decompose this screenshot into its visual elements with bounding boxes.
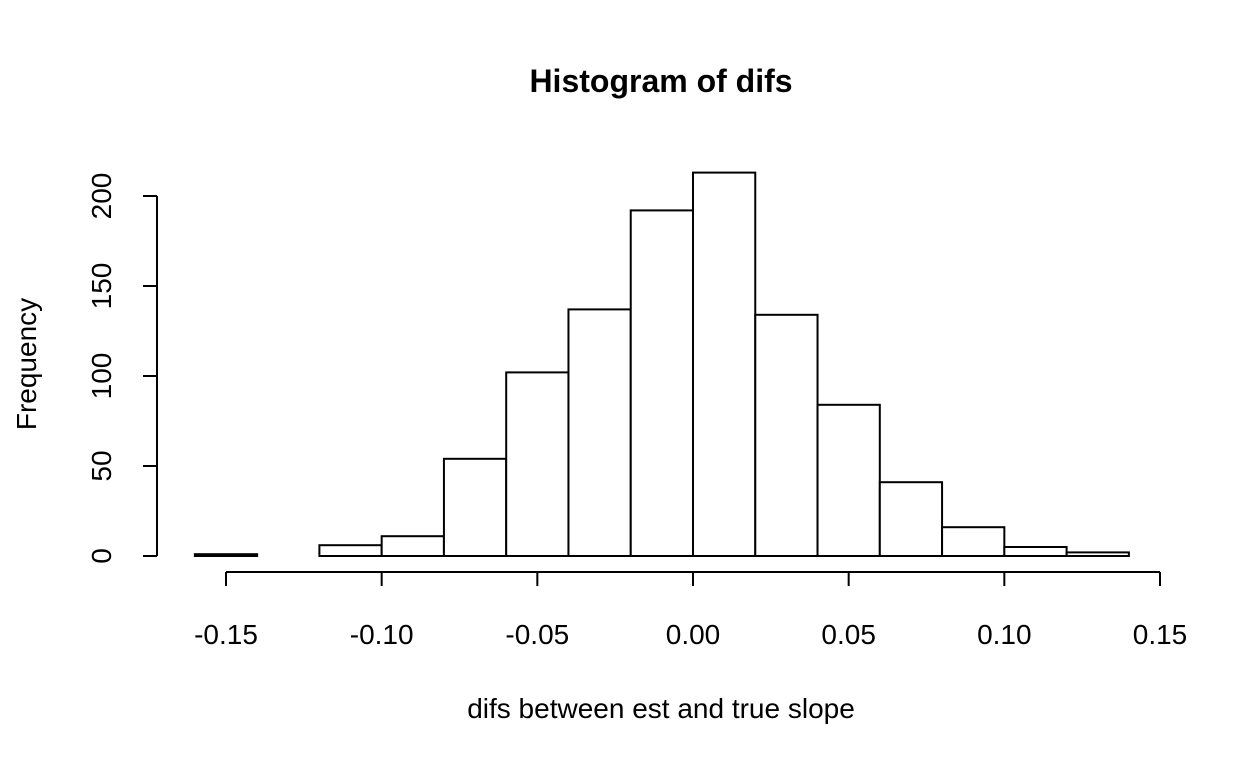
x-tick-label: 0.05 [821,619,876,650]
y-tick-label: 100 [86,353,117,400]
bars-group [193,171,1130,558]
y-tick-label: 0 [86,548,117,564]
y-tick-label: 150 [86,263,117,310]
histogram-bar [193,553,259,558]
histogram-bar [1003,546,1068,557]
x-tick-label: 0.00 [666,619,721,650]
histogram-bar [442,457,508,557]
x-tick-label: -0.10 [350,619,414,650]
histogram-bar [567,308,632,557]
histogram-bar [941,526,1006,558]
histogram-bar [629,209,695,557]
histogram-bar [505,371,570,557]
y-axis-label: Frequency [11,298,42,430]
histogram-bar [380,535,445,558]
histogram-bar [878,481,944,558]
x-tick-label: 0.15 [1133,619,1188,650]
histogram-bar [816,403,881,557]
y-tick-label: 200 [86,173,117,220]
histogram-bar [1065,551,1130,558]
chart-title: Histogram of difs [529,63,792,99]
y-tick-label: 50 [86,450,117,481]
y-axis: 0 50 100 150 200 [86,173,158,564]
histogram-bar [318,544,383,558]
x-axis-label: difs between est and true slope [467,693,855,724]
x-tick-label: 0.10 [977,619,1032,650]
x-tick-label: -0.15 [194,619,258,650]
x-tick-label: -0.05 [505,619,569,650]
histogram-bar [754,313,819,557]
x-axis: -0.15 -0.10 -0.05 0.00 0.05 0.10 0.15 [194,571,1188,650]
histogram-bar [692,171,757,557]
